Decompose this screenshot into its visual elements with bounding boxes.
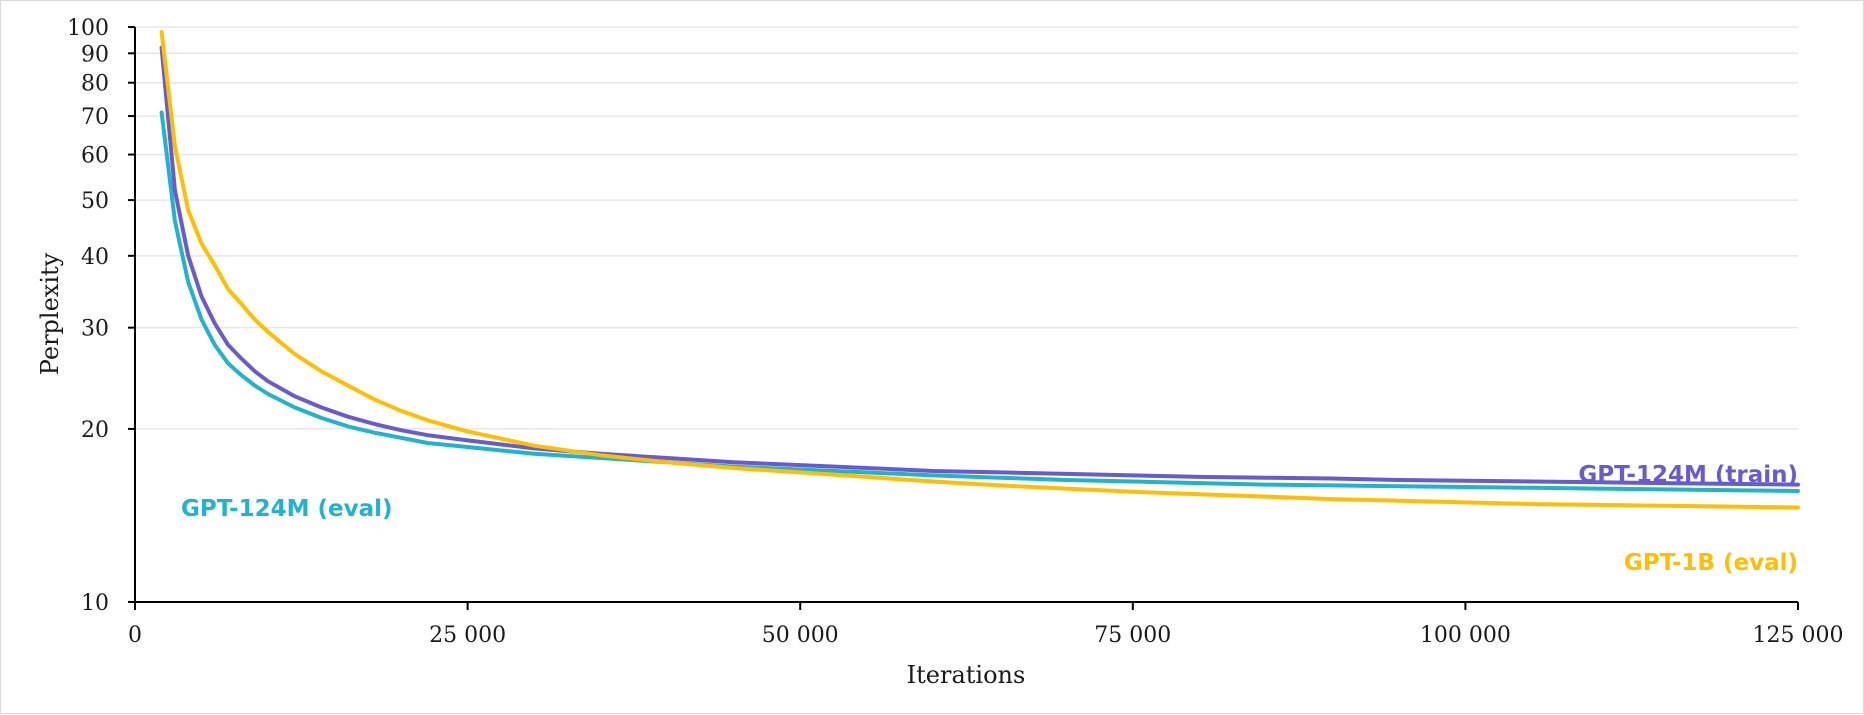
y-tick-label: 40 — [81, 245, 109, 270]
x-tick-label: 0 — [128, 623, 142, 648]
y-tick-label: 20 — [81, 418, 109, 443]
series-lines — [159, 30, 1800, 510]
series-label-gpt-124m-eval: GPT-124M (eval) — [181, 496, 393, 522]
y-axis-title: Perplexity — [36, 252, 64, 375]
x-tick-label: 50 000 — [762, 623, 839, 648]
x-axis-ticks: 0 25 000 50 000 75 000 100 000 125 000 — [128, 602, 1843, 648]
y-tick-label: 50 — [81, 189, 109, 214]
y-tick-label: 10 — [81, 591, 109, 616]
series-line-gpt-124m-train — [159, 45, 1800, 487]
y-tick-label: 80 — [81, 72, 109, 97]
grid-lines — [135, 26, 1798, 430]
y-tick-label: 60 — [81, 144, 109, 169]
x-tick-label: 75 000 — [1094, 623, 1171, 648]
x-tick-label: 125 000 — [1753, 623, 1844, 648]
axes — [134, 27, 1798, 603]
y-tick-label: 90 — [81, 42, 109, 67]
series-line-gpt-1b-eval — [159, 30, 1800, 510]
y-tick-label: 30 — [81, 317, 109, 342]
x-axis-title: Iterations — [907, 661, 1026, 689]
y-tick-label: 70 — [81, 105, 109, 130]
y-tick-label: 100 — [67, 16, 109, 41]
x-tick-label: 25 000 — [429, 623, 506, 648]
x-tick-label: 100 000 — [1420, 623, 1511, 648]
series-line-gpt-124m-eval — [159, 110, 1800, 493]
series-label-gpt-1b-eval: GPT-1B (eval) — [1624, 550, 1798, 576]
series-label-gpt-124m-train: GPT-124M (train) — [1578, 462, 1798, 488]
